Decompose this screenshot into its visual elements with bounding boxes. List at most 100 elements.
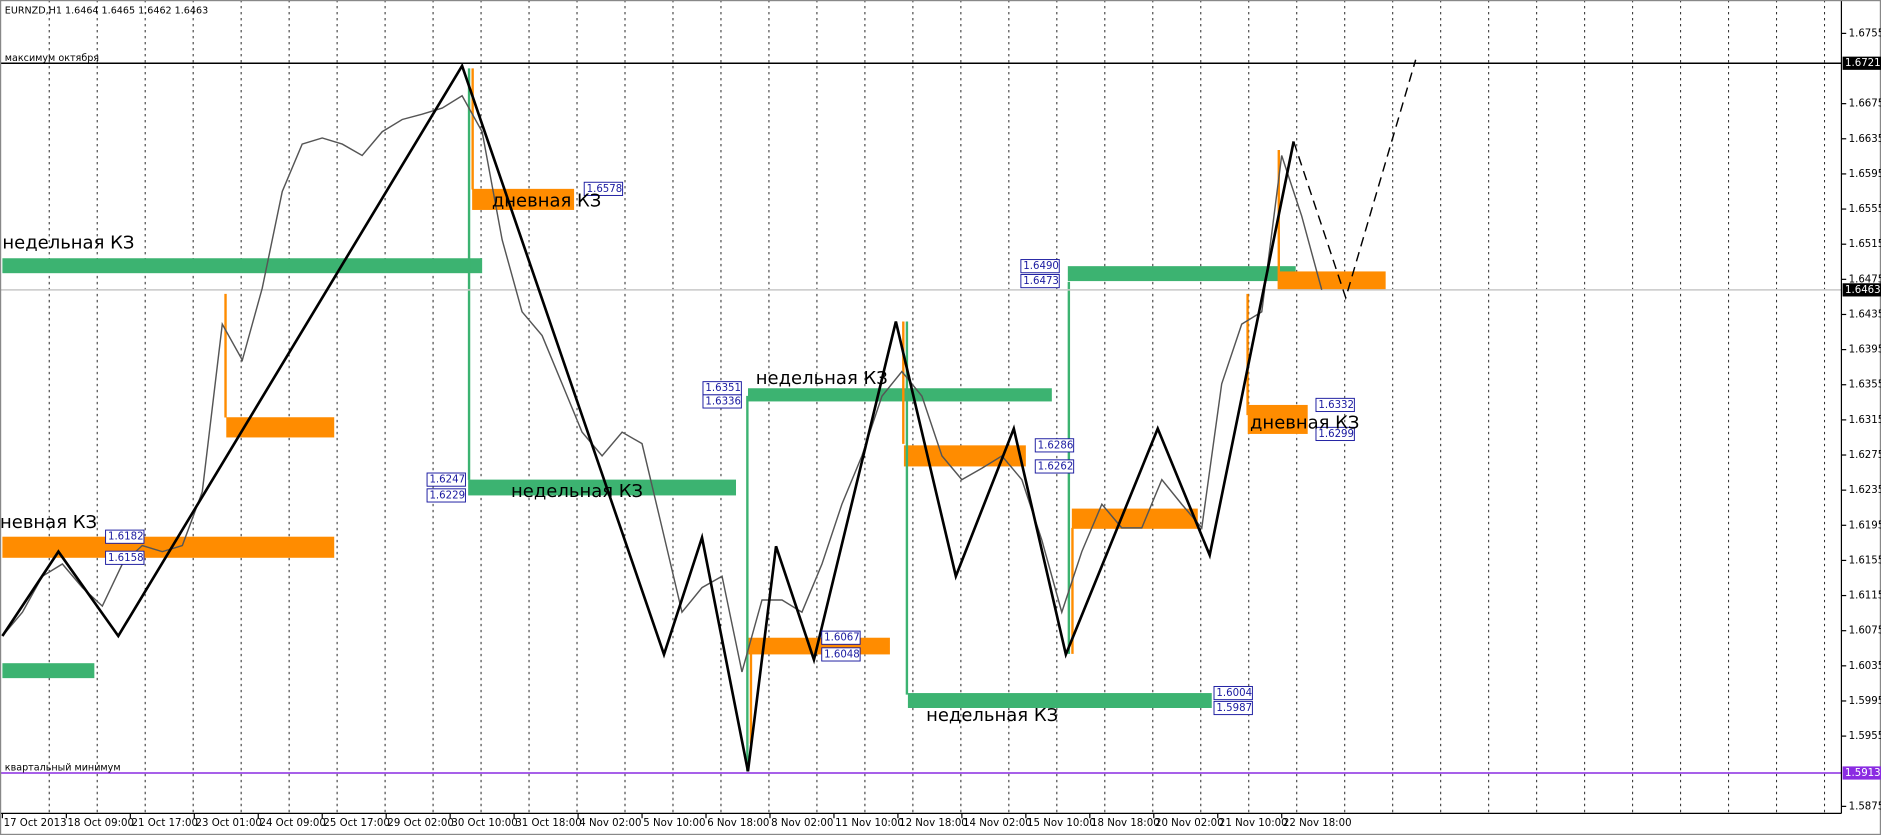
x-tick-label: 5 Nov 10:00: [643, 818, 705, 829]
level-price-label: 1.5913: [1845, 768, 1881, 779]
zone-price-label: 1.6286: [1038, 440, 1074, 451]
y-tick-label: 1.6755: [1849, 28, 1881, 39]
x-tick-label: 31 Oct 18:00: [515, 818, 581, 829]
zone-price-label: 1.6067: [824, 633, 860, 644]
zone-price-box: [1020, 259, 1060, 274]
x-tick-label: 20 Nov 02:00: [1155, 818, 1224, 829]
zone-price-label: 1.6247: [429, 475, 465, 486]
zone: [903, 445, 1026, 467]
zone-price-label: 1.6262: [1038, 461, 1074, 472]
x-tick-label: 30 Oct 10:00: [451, 818, 517, 829]
y-tick-label: 1.6435: [1849, 309, 1881, 320]
zone-price-box: [821, 630, 861, 645]
zone-price-box: [1213, 700, 1253, 716]
x-tick-label: 4 Nov 02:00: [579, 818, 641, 829]
zone: [226, 417, 335, 438]
zone-price-box: [1213, 685, 1253, 701]
y-tick-label: 1.6595: [1849, 169, 1881, 180]
zone-price-box: [105, 550, 145, 565]
y-tick-label: 1.5955: [1849, 731, 1881, 742]
zone: [1067, 266, 1296, 282]
zone: [1071, 508, 1198, 529]
x-tick-label: 6 Nov 18:00: [707, 818, 769, 829]
y-tick-label: 1.6675: [1849, 99, 1881, 110]
x-tick-label: 25 Oct 17:00: [323, 818, 389, 829]
zone-price-label: 1.6004: [1216, 688, 1252, 699]
x-tick-label: 12 Nov 18:00: [899, 818, 968, 829]
zone-price-box: [426, 472, 466, 487]
zone-price-label: 1.6490: [1023, 261, 1059, 272]
level-price-label: 1.6463: [1845, 285, 1881, 296]
zone-price-label: 1.5987: [1216, 703, 1252, 714]
x-tick-label: 22 Nov 18:00: [1283, 818, 1352, 829]
level-text: квартальный минимум: [5, 763, 121, 774]
zone-price-label: 1.6048: [824, 649, 860, 660]
y-tick-label: 1.6115: [1849, 591, 1881, 602]
series: [0, 59, 1842, 774]
x-tick-label: 21 Oct 17:00: [132, 818, 198, 829]
zone: [1279, 271, 1386, 290]
zone-price-label: 1.6473: [1023, 276, 1059, 287]
x-tick-label: 14 Nov 02:00: [963, 818, 1032, 829]
zone-price-label: 1.6299: [1318, 429, 1354, 440]
x-tick-label: 18 Nov 18:00: [1091, 818, 1160, 829]
zone-text: недельная КЗ: [756, 368, 888, 389]
y-tick-label: 1.5995: [1849, 696, 1881, 707]
x-tick-label: 15 Nov 10:00: [1027, 818, 1096, 829]
price-line: [1, 94, 1323, 673]
y-tick-label: 1.6555: [1849, 204, 1881, 215]
zone-price-box: [1020, 274, 1060, 289]
zone-price-label: 1.6182: [108, 532, 144, 543]
x-tick-label: 23 Oct 01:00: [195, 818, 261, 829]
zone-text: дневная КЗ: [1250, 412, 1359, 433]
y-tick-label: 1.6395: [1849, 345, 1881, 356]
x-tick-label: 18 Oct 09:00: [68, 818, 134, 829]
chart-title: EURNZD,H1 1.6464 1.6465 1.6462 1.6463: [5, 5, 208, 16]
x-tick-label: 17 Oct 2013: [4, 818, 67, 829]
x-tick-label: 11 Nov 10:00: [835, 818, 904, 829]
y-tick-label: 1.6475: [1849, 274, 1881, 285]
zone-price-box: [105, 529, 145, 544]
zone-price-label: 1.6332: [1318, 400, 1354, 411]
zone-price-box: [1315, 426, 1355, 442]
zone: [468, 479, 737, 496]
y-tick-label: 1.6515: [1849, 239, 1881, 250]
zigzag-line: [1, 62, 1295, 772]
y-tick-label: 1.6075: [1849, 626, 1881, 637]
level-price-box: [1842, 766, 1881, 780]
zone: [2, 663, 95, 679]
zone-price-box: [583, 181, 624, 196]
y-tick-label: 1.5875: [1849, 801, 1881, 812]
y-tick-label: 1.6355: [1849, 380, 1881, 391]
y-tick-label: 1.6635: [1849, 134, 1881, 145]
period-separators: [48, 0, 1826, 814]
zone-price-label: 1.6351: [705, 383, 741, 394]
x-tick-label: 29 Oct 02:00: [387, 818, 453, 829]
y-tick-label: 1.6195: [1849, 520, 1881, 531]
x-tick-label: 21 Nov 10:00: [1219, 818, 1288, 829]
zone-text: невная КЗ: [0, 512, 97, 533]
projection-line: [1292, 59, 1417, 301]
level-price-label: 1.6721: [1845, 58, 1881, 69]
zone-text: дневная КЗ: [492, 191, 601, 212]
zone: [907, 693, 1212, 708]
x-tick-label: 8 Nov 02:00: [771, 818, 833, 829]
y-tick-label: 1.6315: [1849, 415, 1881, 426]
level-price-box: [1842, 56, 1881, 70]
zone-price-label: 1.6336: [705, 396, 741, 407]
zone: [1247, 404, 1308, 434]
zone: [472, 188, 575, 210]
zone-price-box: [821, 647, 861, 662]
zone-price-label: 1.6158: [108, 553, 144, 564]
zone-price-box: [426, 488, 466, 503]
zone-text: недельная КЗ: [2, 233, 134, 254]
zone-text: недельная КЗ: [926, 705, 1058, 726]
zone-text: недельная КЗ: [511, 481, 643, 502]
level-price-box: [1842, 283, 1881, 297]
zone-price-label: 1.6578: [587, 184, 623, 195]
x-tick-label: 24 Oct 09:00: [259, 818, 325, 829]
y-tick-label: 1.6035: [1849, 661, 1881, 672]
